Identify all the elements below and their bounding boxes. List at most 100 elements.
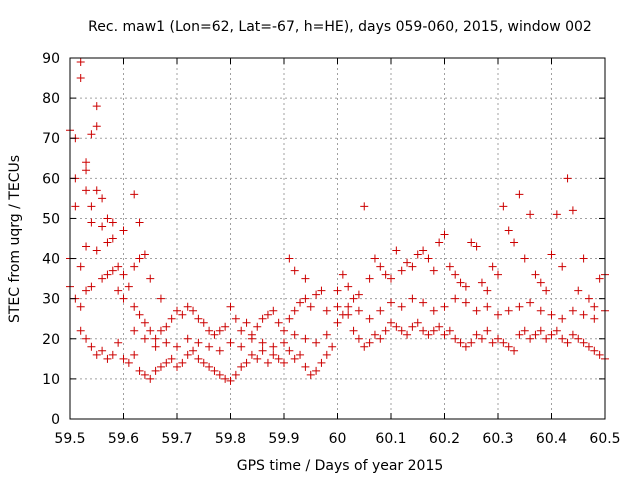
data-point-plus [226, 338, 235, 347]
data-point-plus [108, 266, 117, 275]
data-point-plus [552, 210, 561, 219]
data-point-plus [349, 326, 358, 335]
data-point-plus [424, 330, 433, 339]
data-point-plus [130, 190, 139, 199]
data-point-plus [499, 338, 508, 347]
data-point-plus [119, 354, 128, 363]
data-point-plus [536, 326, 545, 335]
data-point-plus [403, 258, 412, 267]
data-point-plus [231, 370, 240, 379]
data-point-plus [269, 306, 278, 315]
data-point-plus [114, 262, 123, 271]
data-point-plus [306, 370, 315, 379]
data-point-plus [151, 366, 160, 375]
data-point-plus [280, 338, 288, 347]
x-tick-label: 60.3 [482, 431, 513, 447]
y-tick-label: 60 [42, 171, 60, 187]
data-point-plus [173, 362, 181, 371]
data-point-plus [103, 270, 112, 279]
data-point-plus [333, 286, 342, 295]
data-point-plus [151, 334, 160, 343]
data-point-plus [82, 158, 91, 167]
data-point-plus [199, 358, 208, 367]
data-point-plus [124, 282, 133, 291]
data-point-plus [285, 314, 294, 323]
data-point-plus [108, 350, 117, 359]
data-point-plus [162, 338, 171, 347]
data-point-plus [590, 346, 599, 355]
data-point-plus [477, 334, 486, 343]
data-point-plus [542, 334, 551, 343]
y-tick-label: 20 [42, 332, 60, 348]
data-point-plus [103, 214, 112, 223]
data-point-plus [183, 350, 192, 359]
x-tick-label: 60.4 [536, 431, 567, 447]
data-point-plus [584, 294, 593, 303]
x-tick-label: 59.7 [161, 431, 192, 447]
data-point-plus [210, 366, 219, 375]
data-point-plus [135, 310, 144, 319]
data-point-plus [253, 322, 262, 331]
y-axis-title: STEC from uqrg / TECUs [7, 155, 23, 323]
data-point-plus [322, 350, 331, 359]
data-point-plus [312, 366, 321, 375]
data-point-plus [419, 326, 428, 335]
data-point-plus [472, 242, 481, 251]
data-point-plus [515, 190, 524, 199]
data-point-plus [98, 346, 107, 355]
data-point-plus [445, 262, 454, 271]
data-point-plus [173, 342, 181, 351]
data-point-plus [167, 354, 176, 363]
data-point-plus [435, 238, 444, 247]
data-point-plus [344, 302, 353, 311]
data-point-plus [317, 286, 326, 295]
data-point-plus [92, 122, 101, 131]
x-tick-label: 60.2 [429, 431, 460, 447]
data-point-plus [226, 376, 235, 385]
data-point-plus [547, 310, 556, 319]
data-point-plus [296, 350, 305, 359]
data-point-plus [354, 290, 363, 299]
data-point-plus [87, 282, 96, 291]
data-point-plus [531, 330, 540, 339]
data-point-plus [526, 298, 535, 307]
data-point-plus [381, 326, 390, 335]
data-point-plus [499, 202, 508, 211]
data-point-plus [130, 262, 139, 271]
data-point-plus [263, 358, 272, 367]
data-point-plus [419, 246, 428, 255]
data-point-plus [312, 338, 321, 347]
data-point-plus [563, 174, 572, 183]
data-point-plus [429, 266, 438, 275]
data-point-plus [531, 270, 540, 279]
data-point-plus [504, 342, 513, 351]
data-point-plus [189, 306, 198, 315]
data-point-plus [189, 346, 198, 355]
data-point-plus [563, 338, 572, 347]
x-tick-label: 59.5 [54, 431, 85, 447]
data-point-plus [306, 302, 315, 311]
data-point-plus [108, 234, 117, 243]
data-point-plus [130, 302, 139, 311]
data-point-plus [579, 338, 588, 347]
data-point-plus [467, 238, 476, 247]
data-point-plus [392, 322, 401, 331]
data-point-plus [205, 342, 214, 351]
data-point-plus [403, 330, 412, 339]
data-point-plus [590, 302, 599, 311]
data-point-plus [376, 306, 385, 315]
data-point-plus [146, 326, 155, 335]
data-point-plus [247, 350, 256, 359]
data-point-plus [322, 306, 331, 315]
data-point-plus [547, 250, 556, 259]
data-point-plus [76, 262, 85, 271]
chart-title: Rec. maw1 (Lon=62, Lat=-67, h=HE), days … [88, 19, 592, 35]
data-point-plus [194, 354, 203, 363]
data-point-plus [87, 130, 96, 139]
data-point-plus [258, 338, 267, 347]
data-point-plus [392, 246, 401, 255]
data-point-plus [167, 314, 176, 323]
data-point-plus [296, 298, 305, 307]
data-point-plus [301, 334, 310, 343]
